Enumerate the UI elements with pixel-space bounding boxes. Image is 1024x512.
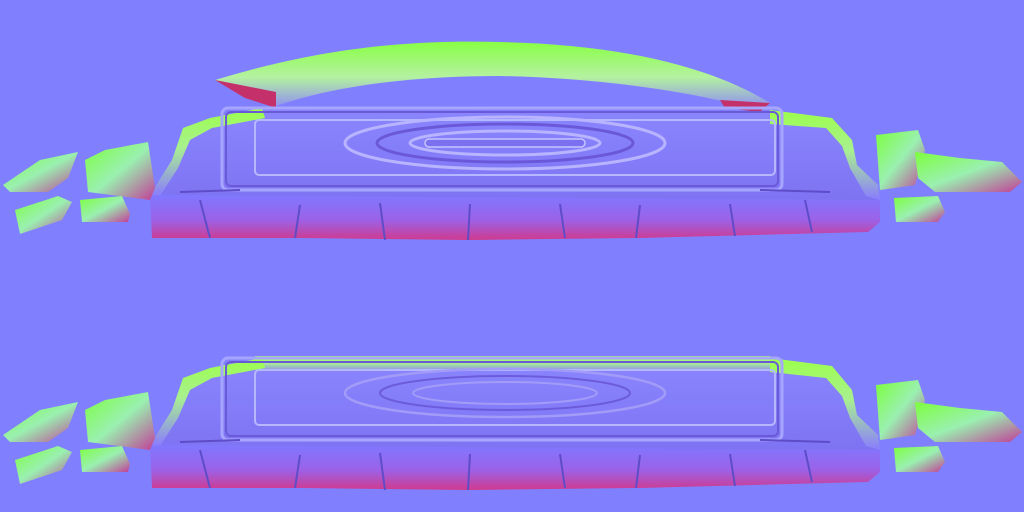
inner-frame-shadow — [225, 111, 779, 187]
platform-bottom — [3, 356, 1022, 491]
slab-front-face — [150, 445, 880, 490]
inner-panel — [254, 119, 776, 176]
right-block-c — [894, 196, 945, 222]
right-block-b — [915, 152, 1022, 192]
left-block-b — [3, 152, 78, 192]
arch — [215, 41, 770, 113]
oval-inner — [412, 381, 598, 405]
left-block-c — [15, 196, 72, 234]
left-block-c — [15, 446, 72, 484]
left-block-d — [80, 196, 130, 222]
left-block-a — [85, 392, 155, 450]
stone-cracks — [179, 189, 831, 241]
oval-inner — [408, 129, 602, 157]
left-block-d — [80, 446, 130, 472]
stone-cracks — [179, 439, 831, 491]
inner-frame — [220, 106, 784, 192]
arch-left-foot — [215, 80, 276, 108]
slab-rim — [150, 108, 265, 196]
inner-frame-shadow — [225, 361, 779, 437]
inner-frame — [220, 356, 784, 442]
platform-top — [3, 41, 1022, 241]
slab-front-face — [150, 195, 880, 240]
oval-middle — [375, 122, 635, 164]
left-block-b — [3, 402, 78, 442]
left-block-a — [85, 142, 155, 200]
right-block-a — [876, 130, 925, 190]
right-block-b — [915, 402, 1022, 442]
oval-outer — [343, 367, 667, 419]
oval-slot — [424, 138, 586, 148]
right-block-a — [876, 380, 925, 440]
slab-rim — [150, 358, 265, 446]
oval-outer — [343, 115, 667, 171]
oval-middle — [379, 375, 631, 411]
slab-top-rim — [255, 356, 775, 372]
right-block-c — [894, 446, 945, 472]
